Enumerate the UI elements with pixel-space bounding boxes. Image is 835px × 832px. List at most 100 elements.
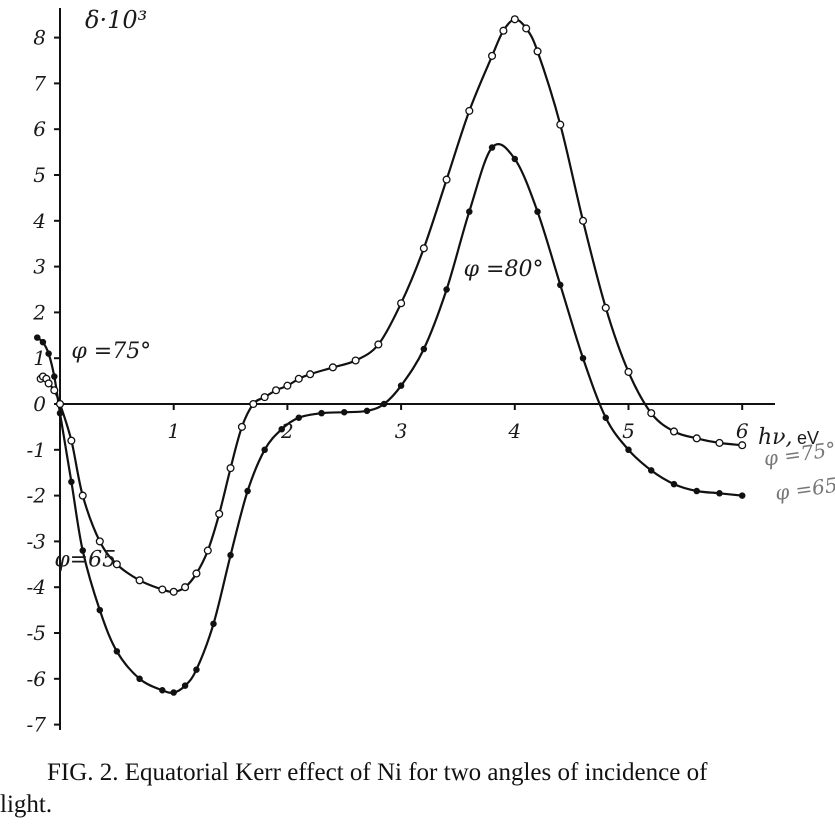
x-ticks: 1 2 3 4 5 6 [167, 404, 749, 443]
data-point [210, 620, 217, 628]
data-point [380, 400, 388, 408]
data-point [261, 446, 268, 454]
data-point [44, 379, 53, 388]
data-point [181, 682, 189, 689]
data-point [363, 407, 371, 415]
data-point [294, 374, 303, 383]
data-point [534, 208, 541, 215]
data-point [340, 408, 348, 416]
data-point [260, 393, 269, 402]
data-point [95, 537, 104, 546]
data-point [158, 585, 167, 594]
data-point [419, 244, 428, 253]
series-line-2 [36, 142, 743, 694]
data-point [499, 26, 508, 35]
data-point [68, 478, 75, 486]
y-tick-label: 1 [33, 346, 46, 370]
data-point [716, 490, 723, 497]
data-point [227, 551, 234, 559]
data-point [159, 687, 166, 694]
data-point [170, 689, 177, 696]
figure-caption: FIG. 2. Equatorial Kerr effect of Ni for… [0, 757, 835, 821]
data-point [192, 569, 201, 578]
curve-annotation: φ =80° [464, 257, 544, 282]
y-tick-label: -6 [27, 667, 47, 691]
y-tick-label: -5 [27, 621, 46, 645]
x-tick-label: 4 [507, 419, 521, 443]
y-tick-label: 7 [33, 71, 46, 95]
data-point [578, 216, 588, 225]
annotations: φ =75°φ =80°φ=65φ =75°φ =65° [54, 257, 835, 573]
data-point [488, 51, 497, 60]
data-point [113, 648, 121, 655]
data-point [244, 487, 251, 495]
x-axis-label: hν, [758, 425, 793, 450]
data-point [397, 299, 406, 308]
y-tick-label: -4 [27, 575, 46, 599]
data-point [45, 350, 52, 357]
data-point [295, 414, 303, 421]
data-point [318, 409, 325, 417]
data-point [397, 382, 405, 389]
data-point [215, 509, 224, 518]
data-point [466, 208, 473, 215]
x-tick-label: 3 [395, 419, 408, 443]
data-point [669, 427, 679, 436]
y-tick-label: 0 [33, 392, 46, 416]
y-tick-label: 4 [32, 209, 46, 233]
data-point [625, 446, 632, 454]
data-point [715, 438, 724, 447]
y-tick-label: 3 [33, 255, 46, 279]
data-point [136, 675, 143, 683]
data-point [624, 367, 633, 376]
data-point [67, 436, 76, 445]
x-tick-label: 1 [167, 419, 180, 443]
data-point [193, 666, 200, 673]
data-point [78, 491, 87, 500]
y-tick-label: -1 [27, 438, 46, 462]
series-line-1 [39, 18, 743, 593]
data-point [278, 425, 285, 433]
data-point [510, 15, 519, 24]
data-point [203, 546, 212, 555]
curve-annotation: φ=65 [54, 548, 116, 573]
y-tick-label: -7 [27, 713, 47, 737]
series-points [34, 15, 747, 696]
data-point [226, 464, 235, 473]
data-point [647, 409, 656, 418]
y-axis-label: δ·10³ [85, 6, 147, 34]
data-point [522, 24, 531, 33]
data-point [50, 386, 59, 395]
data-point [511, 155, 519, 163]
data-point [55, 399, 65, 409]
x-axis-unit: eV [797, 428, 819, 448]
data-point [237, 422, 246, 431]
caption-line-2: light. [0, 791, 53, 818]
data-point [135, 576, 144, 585]
data-point [39, 338, 47, 346]
data-point [738, 492, 746, 499]
data-point [601, 303, 610, 312]
data-point [271, 386, 281, 395]
curve-annotation: φ =65° [774, 471, 835, 505]
data-point [557, 281, 564, 289]
data-point [51, 373, 58, 380]
y-tick-label: 2 [32, 300, 46, 324]
data-point [79, 547, 86, 554]
data-point [169, 587, 178, 596]
data-point [249, 399, 258, 409]
data-point [670, 480, 678, 488]
data-point [488, 144, 496, 151]
y-ticks: 8 7 6 5 4 3 2 1 0 -1 -2 -3 -4 -5 -6 -7 [27, 26, 60, 737]
data-point [647, 467, 655, 474]
data-point [738, 441, 747, 450]
x-tick-label: 5 [622, 419, 635, 443]
y-tick-label: 8 [33, 26, 46, 50]
data-point [693, 487, 700, 495]
data-point [443, 286, 450, 293]
kerr-effect-chart: 8 7 6 5 4 3 2 1 0 -1 -2 -3 -4 -5 -6 -7 1 2 3 4 5 6 δ·10³ hν,… [27, 6, 835, 737]
x-tick-label: 6 [736, 419, 749, 443]
y-tick-label: -2 [27, 484, 46, 508]
x-tick-label: 2 [280, 419, 294, 443]
data-point [374, 340, 383, 349]
